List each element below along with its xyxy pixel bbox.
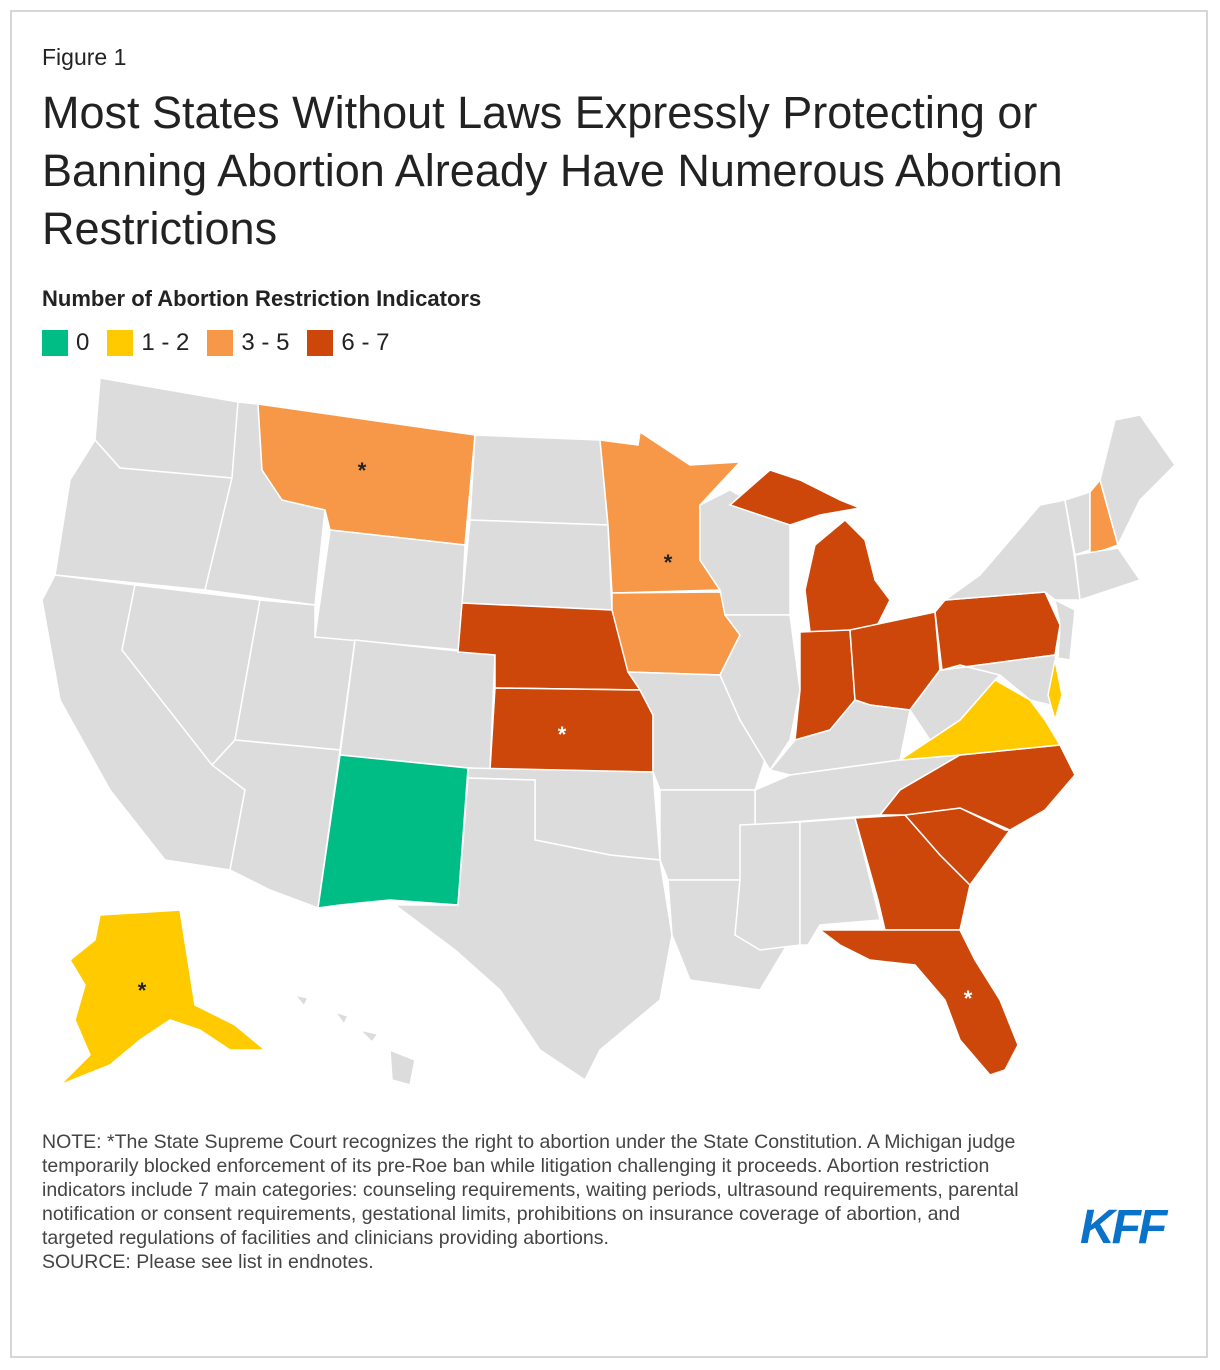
legend-item-6-7: 6 - 7 [307,329,389,357]
state-north-carolina [878,744,1076,831]
state-iowa [611,591,741,676]
legend-swatch-0 [42,330,68,356]
kff-logo: KFF [1080,1201,1167,1254]
note-text: NOTE: *The State Supreme Court recognize… [42,1131,1019,1249]
state-new-jersey [1053,598,1076,661]
figure-title: Most States Without Laws Expressly Prote… [42,87,1063,254]
state-delaware [1047,659,1063,723]
legend-item-1-2: 1 - 2 [107,329,189,357]
legend: 0 1 - 2 3 - 5 6 - 7 [42,329,407,357]
legend-label-0: 0 [76,329,90,356]
state-colorado [339,639,496,771]
state-michigan-up [728,469,863,526]
legend-label-1-2: 1 - 2 [141,329,190,356]
state-maine [1099,414,1176,548]
state-florida [817,929,1019,1076]
legend-swatch-3-5 [207,330,234,356]
us-map: * * * * * [41,377,1176,1086]
source-text: SOURCE: Please see list in endnotes. [42,1251,374,1273]
legend-item-0: 0 [42,329,89,357]
state-new-york [942,499,1081,601]
legend-swatch-6-7 [307,330,334,356]
state-wyoming [314,529,466,651]
state-kansas [489,687,654,773]
asterisk-alaska: * [138,978,147,1003]
state-hawaii [389,1048,416,1086]
state-alaska [59,909,268,1086]
state-texas [392,777,673,1082]
legend-swatch-1-2 [107,330,134,356]
legend-title: Number of Abortion Restriction Indicator… [42,286,482,311]
state-michigan [804,518,891,633]
asterisk-florida: * [964,986,973,1011]
figure-label: Figure 1 [42,44,127,70]
asterisk-kansas: * [558,722,567,747]
state-new-mexico [317,754,469,909]
state-north-dakota [469,434,609,526]
figure-frame [10,10,1208,1358]
state-hawaii-islands [293,993,380,1044]
state-south-dakota [461,519,613,611]
legend-label-6-7: 6 - 7 [341,329,390,356]
note: NOTE: *The State Supreme Court recognize… [42,1130,1032,1274]
state-mississippi [734,821,801,951]
legend-item-3-5: 3 - 5 [207,329,289,357]
asterisk-montana: * [358,458,367,483]
legend-label-3-5: 3 - 5 [241,329,290,356]
state-new-england-south [1074,547,1142,602]
asterisk-minnesota: * [664,550,673,575]
